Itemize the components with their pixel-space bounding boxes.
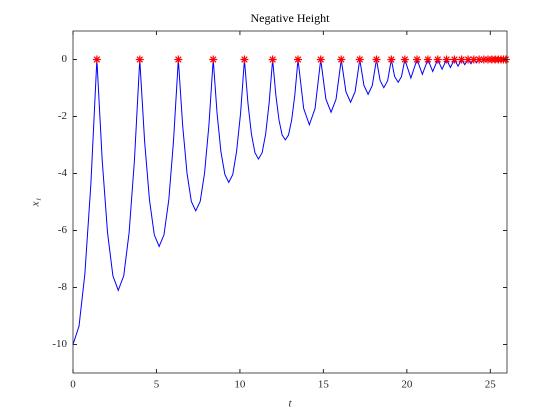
impact-marker	[442, 55, 451, 64]
impact-marker	[316, 55, 325, 64]
x-tick-label: 0	[70, 379, 76, 391]
y-tick-label: 0	[62, 53, 68, 65]
marker-stroke	[317, 56, 324, 63]
impact-marker	[413, 55, 422, 64]
impact-marker	[174, 55, 183, 64]
impact-marker	[92, 55, 101, 64]
x-tick-label: 10	[234, 379, 246, 391]
y-axis-label: x₁	[30, 197, 42, 207]
marker-stroke	[475, 56, 483, 63]
impact-marker	[469, 55, 478, 64]
impact-marker	[135, 55, 144, 64]
x-tick-label: 20	[401, 379, 413, 391]
marker-stroke	[464, 56, 472, 63]
y-tick-label: -10	[52, 338, 67, 350]
marker-stroke	[443, 56, 450, 63]
impact-marker	[423, 55, 432, 64]
impact-marker	[209, 55, 218, 64]
marker-stroke	[424, 56, 432, 63]
y-tick-label: -2	[58, 110, 67, 122]
impact-marker	[372, 55, 381, 64]
marker-stroke	[413, 56, 421, 63]
impact-marker	[268, 55, 277, 64]
impact-marker	[294, 55, 303, 64]
chart-title: Negative Height	[251, 11, 331, 25]
marker-stroke	[93, 56, 101, 63]
marker-stroke	[388, 56, 395, 63]
impact-marker	[400, 55, 409, 64]
impact-marker	[450, 55, 459, 64]
impact-marker	[355, 55, 364, 64]
marker-stroke	[451, 56, 458, 63]
marker-stroke	[269, 56, 276, 63]
marker-stroke	[136, 56, 143, 63]
x-tick-label: 15	[318, 379, 330, 391]
impact-marker	[337, 55, 346, 64]
marker-stroke	[401, 56, 409, 63]
marker-stroke	[458, 56, 465, 63]
x-axis-label: t	[288, 398, 292, 410]
plot-area	[72, 55, 510, 345]
marker-stroke	[356, 56, 363, 63]
y-tick-label: -6	[58, 224, 68, 236]
marker-stroke	[294, 56, 302, 63]
axes-box	[72, 30, 508, 374]
marker-stroke	[241, 56, 248, 63]
impact-marker	[387, 55, 396, 64]
y-tick-label: -4	[58, 167, 68, 179]
marker-stroke	[434, 56, 441, 63]
marker-stroke	[338, 56, 345, 63]
marker-stroke	[175, 56, 182, 63]
impact-marker	[240, 55, 249, 64]
y-tick-label: -8	[58, 281, 68, 293]
x-tick-label: 25	[485, 379, 497, 391]
marker-stroke	[470, 56, 478, 63]
marker-stroke	[209, 56, 217, 63]
marker-stroke	[373, 56, 380, 63]
impact-marker	[433, 55, 442, 64]
x-tick-label: 5	[154, 379, 160, 391]
